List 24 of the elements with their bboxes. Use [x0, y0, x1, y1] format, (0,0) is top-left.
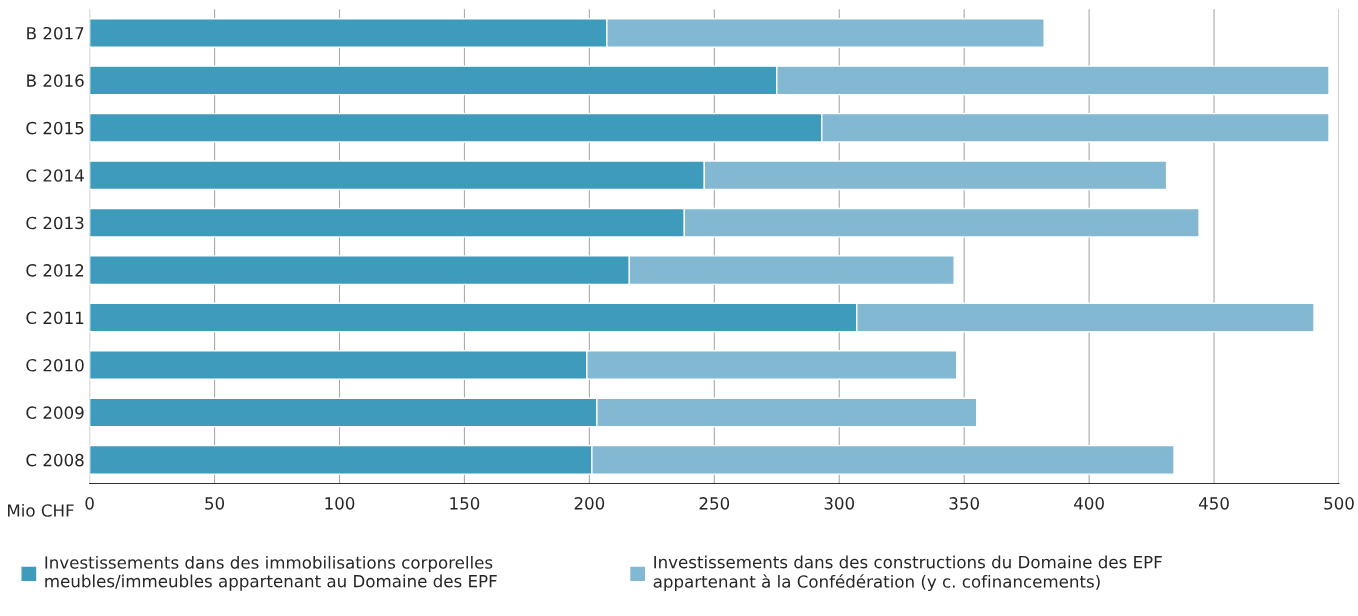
x-axis-title: Mio CHF [8, 503, 74, 517]
y-tick-label: C 2008 [26, 453, 84, 467]
y-tick-label: C 2010 [26, 358, 84, 372]
x-tick-label: 100 [325, 497, 355, 510]
y-tick-label: C 2012 [26, 264, 84, 277]
legend-label: Investissements dans des constructions du Domaine des EPF appartenant à la Confédération (y c. cofinancements) [653, 555, 1162, 592]
y-tick-label: C 2014 [26, 169, 84, 182]
x-tick-label: 50 [205, 497, 225, 510]
x-tick-label: 350 [949, 497, 979, 510]
y-tick-label: B 2017 [27, 26, 84, 40]
x-tick-label: 450 [1198, 497, 1229, 510]
legend-label: Investissements dans des immobilisations corporelles meubles/immeubles appartenant au Domaine des EPF [45, 555, 497, 591]
x-tick-label: 150 [450, 497, 480, 510]
x-tick-label: 250 [699, 497, 730, 510]
x-tick-label: 300 [824, 497, 855, 510]
x-tick-label: 200 [574, 497, 605, 510]
y-tick-label: C 2009 [26, 406, 84, 419]
y-tick-label: C 2013 [26, 216, 84, 230]
x-tick-label: 400 [1074, 497, 1104, 510]
y-tick-label: C 2015 [26, 121, 84, 135]
y-tick-label: B 2016 [27, 74, 84, 87]
x-tick-label: 500 [1324, 497, 1354, 510]
y-tick-label: C 2011 [26, 311, 84, 325]
x-tick-label: 0 [85, 497, 94, 510]
